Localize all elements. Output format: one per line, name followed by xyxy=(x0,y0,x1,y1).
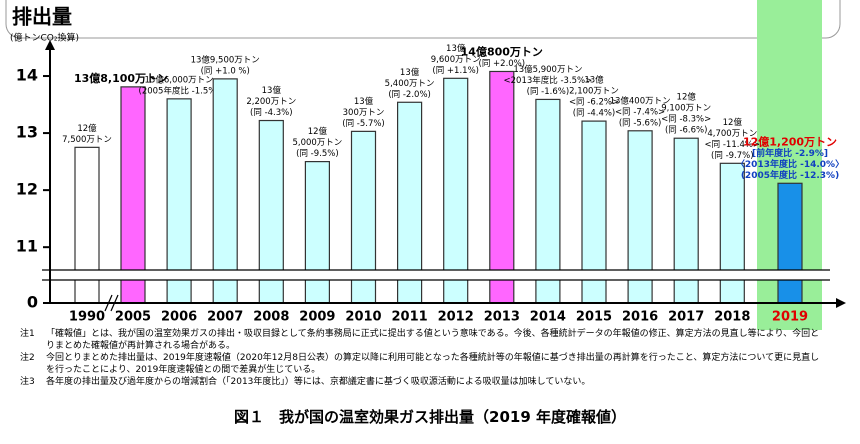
chart-title: 排出量 xyxy=(12,5,72,29)
data-label: 12億 xyxy=(308,126,328,137)
bar xyxy=(304,161,330,304)
data-label: (2005年度比 -1.5%) xyxy=(139,85,220,96)
data-label: (同 +1.0 %) xyxy=(201,66,250,76)
axis-break-band xyxy=(42,270,830,280)
x-tick-label: 2011 xyxy=(392,310,428,325)
data-label: (同 -9.7%) xyxy=(711,151,754,161)
data-label: 4,700万トン xyxy=(707,129,757,139)
data-label: 7,500万トン xyxy=(62,135,112,145)
x-tick-label: 2012 xyxy=(438,310,474,325)
data-label: 13億9,500万トン xyxy=(191,54,260,65)
x-tick-label: 2016 xyxy=(622,310,658,325)
data-label: 300万トン xyxy=(343,108,385,118)
data-label: 13億 xyxy=(400,67,420,78)
y-tick-label: 0 xyxy=(27,293,38,312)
x-tick-label: 2008 xyxy=(253,310,289,325)
data-label: 9,600万トン xyxy=(431,55,481,65)
data-label: 13億400万トン xyxy=(610,95,671,106)
y-tick-label: 11 xyxy=(16,237,38,256)
note: 注3 各年度の排出量及び過年度からの増減割合（「2013年度比」）等には、京都議定… xyxy=(20,376,820,388)
data-label: <同 -6.2%> xyxy=(569,98,619,108)
x-tick-label: 2010 xyxy=(345,310,381,325)
frame xyxy=(5,0,841,39)
data-label: (同 -5.7%) xyxy=(342,119,385,129)
data-label: (同 -4.4%) xyxy=(573,109,616,119)
bar xyxy=(120,86,146,304)
note-label: 注2 xyxy=(20,353,35,363)
x-axis-break xyxy=(104,294,119,312)
data-label: <同 -7.4%> xyxy=(615,107,665,117)
x-tick-label: 2006 xyxy=(161,310,197,325)
x-tick-label: 2019 xyxy=(772,310,808,325)
data-label: 13億 xyxy=(262,85,282,96)
y-axis-label: (億トンCO₂換算) xyxy=(10,32,79,44)
data-label: (同 +2.0%) xyxy=(479,59,526,69)
data-label: 13億5,900万トン xyxy=(513,64,582,75)
data-label: (同 -4.3%) xyxy=(250,108,293,118)
y-tick-label: 14 xyxy=(16,66,38,85)
bar xyxy=(719,162,745,304)
data-label: [前年度比 -2.9%] xyxy=(752,147,828,159)
note-label: 注3 xyxy=(20,377,35,387)
data-label: 12億1,200万トン xyxy=(743,134,837,148)
data-label: (同 -6.6%) xyxy=(665,126,708,136)
y-tick-label: 12 xyxy=(16,180,38,199)
note-text: 「確報値」とは、我が国の温室効果ガスの排出・吸収目録として条約事務局に正式に提出… xyxy=(46,329,820,351)
data-label: 〈2013年度比 -14.0%〉 xyxy=(736,158,844,170)
figure-caption: 図１ 我が国の温室効果ガス排出量（2019 年度確報値） xyxy=(234,408,626,426)
data-label: 2,200万トン xyxy=(246,97,296,107)
x-axis-arrow xyxy=(836,298,846,308)
data-label: 5,000万トン xyxy=(292,138,342,148)
data-label: 5,400万トン xyxy=(385,79,435,89)
notes: 注1 「確報値」とは、我が国の温室効果ガスの排出・吸収目録として条約事務局に正式に… xyxy=(20,328,820,388)
data-label: 13億 xyxy=(354,96,374,107)
data-label: (同 -5.6%) xyxy=(619,118,662,128)
data-label: (同 -1.6%) xyxy=(527,87,570,97)
data-label: 9,100万トン xyxy=(661,104,711,114)
data-label: (2005年度比 -12.3%) xyxy=(741,169,839,181)
data-label: <2013年度比 -3.5%> xyxy=(504,75,593,86)
x-tick-label: 2013 xyxy=(484,310,520,325)
x-tick-label: 2007 xyxy=(207,310,243,325)
bar xyxy=(443,77,469,304)
x-tick-label: 2017 xyxy=(668,310,704,325)
bar xyxy=(535,98,561,304)
x-tick-label: 2018 xyxy=(714,310,750,325)
bar xyxy=(489,70,515,304)
data-label: 13億 xyxy=(584,75,604,86)
data-label: 12億 xyxy=(723,117,743,128)
data-label: (同 +1.1%) xyxy=(432,66,479,76)
x-tick-label: 2014 xyxy=(530,310,566,325)
data-label: <同 -11.4%> xyxy=(705,140,761,150)
x-tick-label: 1990 xyxy=(69,310,105,325)
x-tick-label: 2005 xyxy=(115,310,151,325)
chart: 排出量 (億トンCO₂換算) 12億7,500万トン199013億8,100万ト… xyxy=(5,0,846,330)
note: 注2 今回とりまとめた排出量は、2019年度速報値（2020年12月8日公表）の算… xyxy=(20,352,820,376)
data-label: 12億 xyxy=(677,92,697,103)
note: 注1 「確報値」とは、我が国の温室効果ガスの排出・吸収目録として条約事務局に正式に… xyxy=(20,328,820,352)
y-axis-arrow xyxy=(45,40,55,50)
y-tick-label: 13 xyxy=(16,123,38,142)
data-label: 12億 xyxy=(77,123,97,134)
note-label: 注1 xyxy=(20,329,35,339)
data-label: 13億6,000万トン xyxy=(145,74,214,85)
data-label: 13億 xyxy=(446,43,466,54)
note-text: 今回とりまとめた排出量は、2019年度速報値（2020年12月8日公表）の算定以… xyxy=(46,353,820,375)
data-label: 14億800万トン xyxy=(461,44,543,58)
note-text: 各年度の排出量及び過年度からの増減割合（「2013年度比」）等には、京都議定書に… xyxy=(46,377,591,387)
x-tick-label: 2009 xyxy=(299,310,335,325)
data-label: (同 -9.5%) xyxy=(296,149,339,159)
data-label: 2,100万トン xyxy=(569,87,619,97)
data-label: 13億8,100万トン xyxy=(74,71,168,85)
bar xyxy=(777,182,803,304)
data-label: <同 -8.3%> xyxy=(661,115,711,125)
data-label: (同 -2.0%) xyxy=(388,90,431,100)
bar xyxy=(212,78,238,304)
x-tick-label: 2015 xyxy=(576,310,612,325)
